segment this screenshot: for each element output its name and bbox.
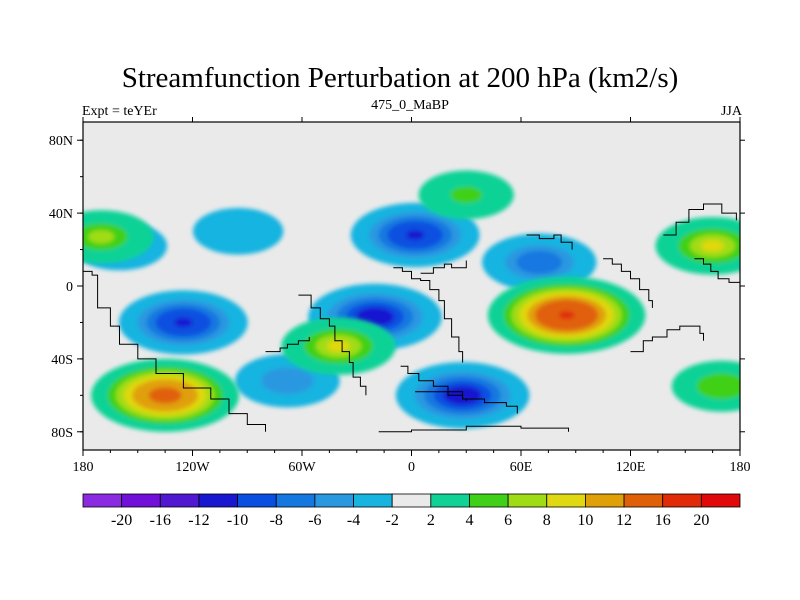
contour-band (274, 374, 301, 388)
y-axis: 80N 40N 0 40S 80S (49, 134, 745, 441)
colorbar-swatch (314, 493, 354, 508)
colorbar-swatch (159, 493, 200, 508)
colorbar-label: 20 (693, 512, 709, 529)
contour-band (405, 230, 425, 240)
coastline (694, 258, 740, 286)
colorbar-label: 10 (577, 512, 593, 529)
contour-band (701, 240, 725, 252)
colorbar-label: -12 (188, 512, 209, 529)
contour-band (223, 223, 254, 240)
x-tick-label: 120E (616, 460, 646, 475)
colorbar-swatch (585, 493, 625, 508)
anomaly-center (655, 217, 740, 275)
contour-band (709, 379, 735, 393)
coastline (630, 325, 704, 353)
colorbar-label: 4 (465, 512, 473, 529)
anomaly-center (350, 202, 480, 268)
y-tick-label: 40N (49, 207, 73, 222)
colorbar-swatch (469, 493, 509, 508)
coastlines (83, 203, 740, 433)
contour-band (174, 317, 193, 328)
contour-band (558, 311, 575, 320)
contour-band (88, 230, 115, 244)
colorbar-swatch (198, 493, 238, 508)
x-tick-label: 180 (73, 460, 94, 475)
x-tick-label: 120W (175, 460, 210, 475)
anomaly-center (118, 290, 248, 355)
coastline (393, 267, 464, 363)
coastline (83, 270, 266, 432)
coastline (420, 260, 467, 274)
colorbar-label: -8 (270, 512, 283, 529)
anomaly-center (192, 208, 284, 255)
coastline (265, 337, 310, 353)
contour-band (450, 186, 483, 204)
anomaly-center (487, 276, 646, 354)
colorbar-label: 8 (543, 512, 551, 529)
colorbar-swatch (700, 493, 741, 508)
y-tick-label: 80S (51, 426, 73, 441)
colorbar-swatch (546, 493, 586, 508)
y-tick-label: 0 (66, 280, 73, 295)
colorbar-swatch (507, 493, 548, 508)
anomaly-center (91, 358, 240, 432)
colorbar-label: -20 (111, 512, 132, 529)
colorbar-swatch (275, 493, 316, 508)
colorbar: -20 -16 -12 -10 -8 -6 -4 -2 2 4 6 8 10 12 16 20 (82, 493, 741, 529)
colorbar-swatch (82, 493, 123, 508)
contour-band (365, 312, 385, 322)
x-tick-label: 60W (288, 460, 316, 475)
colorbar-label: -10 (227, 512, 248, 529)
y-tick-label: 40S (51, 353, 73, 368)
colorbar-label: -4 (347, 512, 360, 529)
contour-band (327, 340, 350, 352)
x-tick-label: 0 (408, 460, 415, 475)
colorbar-swatch (430, 493, 470, 508)
colorbar-swatch (623, 493, 664, 508)
colorbar-label: 16 (655, 512, 671, 529)
colorbar-swatch (391, 493, 432, 508)
coastline (603, 258, 653, 308)
colorbar-swatch (662, 493, 702, 508)
anomaly-center (281, 317, 396, 375)
coastline (663, 203, 737, 236)
x-tick-label: 60E (510, 460, 533, 475)
run-label: 475_0_MaBP (371, 98, 449, 113)
colorbar-label: -6 (308, 512, 321, 529)
season-label: JJA (720, 104, 742, 119)
anomaly-center (671, 360, 740, 412)
colorbar-label: -2 (386, 512, 399, 529)
anomaly-center (418, 170, 514, 220)
colorbar-swatch (353, 493, 393, 508)
experiment-label: Expt = teYEr (82, 104, 157, 119)
x-axis: 180 120W 60W 0 60E 120E 180 (73, 117, 751, 475)
x-tick-label: 180 (730, 460, 751, 475)
coastline (378, 425, 569, 433)
contour-band (156, 391, 174, 400)
colorbar-swatch (121, 493, 161, 508)
colorbar-swatch (237, 493, 277, 508)
coastline (415, 391, 467, 401)
contour-band (527, 256, 551, 269)
chart-title: Streamfunction Perturbation at 200 hPa (… (121, 62, 679, 94)
colorbar-label: -16 (150, 512, 171, 529)
coastline (298, 294, 367, 396)
colorbar-label: 2 (427, 512, 435, 529)
colorbar-label: 12 (616, 512, 632, 529)
y-tick-label: 80N (49, 134, 73, 149)
anomaly-center (83, 210, 154, 264)
coastline (526, 234, 573, 250)
colorbar-label: 6 (504, 512, 512, 529)
